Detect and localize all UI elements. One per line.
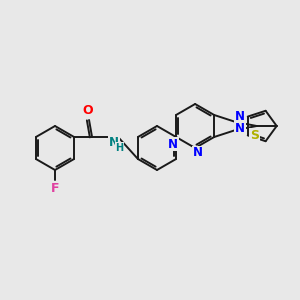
Text: N: N (109, 136, 119, 149)
Text: N: N (235, 122, 245, 135)
Text: N: N (168, 137, 178, 151)
Text: S: S (250, 129, 259, 142)
Text: N: N (235, 110, 245, 123)
Text: H: H (116, 143, 124, 153)
Text: F: F (51, 182, 59, 194)
Text: O: O (83, 104, 93, 118)
Text: N: N (193, 146, 203, 160)
